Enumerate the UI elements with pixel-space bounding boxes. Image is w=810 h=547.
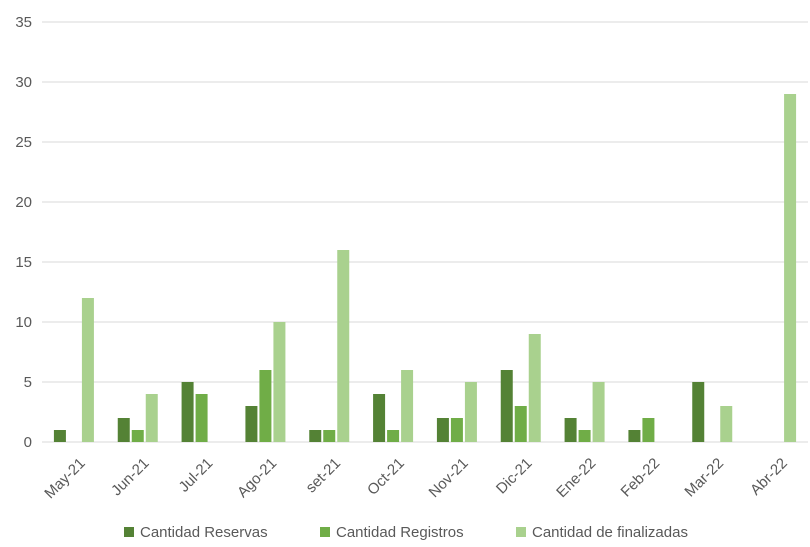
x-tick-label: Jun-21 — [108, 455, 152, 499]
bar — [181, 382, 194, 442]
bar — [387, 430, 400, 442]
bar — [373, 394, 386, 442]
bar — [528, 334, 541, 442]
y-tick-label: 5 — [24, 374, 32, 391]
x-tick-label: Ene-22 — [553, 455, 599, 501]
x-tick-label: Dic-21 — [493, 455, 536, 498]
legend-swatch — [516, 527, 526, 537]
legend-label: Cantidad Registros — [336, 524, 464, 541]
bar — [323, 430, 336, 442]
bar — [81, 298, 94, 442]
bar — [564, 418, 577, 442]
bar — [500, 370, 513, 442]
bar — [464, 382, 477, 442]
y-tick-label: 15 — [15, 254, 32, 271]
x-tick-label: set-21 — [303, 455, 345, 497]
bar — [401, 370, 414, 442]
y-tick-label: 10 — [15, 314, 32, 331]
bar — [273, 322, 286, 442]
y-axis-ticks: 0 5 10 15 20 25 30 35 — [15, 14, 32, 451]
x-tick-label: Oct-21 — [364, 455, 408, 499]
gridlines — [42, 21, 808, 443]
y-tick-label: 20 — [15, 194, 32, 211]
y-tick-label: 30 — [15, 74, 32, 91]
bar — [195, 394, 208, 442]
bar — [53, 430, 66, 442]
bar — [309, 430, 322, 442]
legend-swatch — [320, 527, 330, 537]
bar — [131, 430, 144, 442]
bar — [578, 430, 591, 442]
bar — [692, 382, 705, 442]
bar — [450, 418, 463, 442]
bar — [592, 382, 605, 442]
bars — [53, 94, 797, 442]
bar — [628, 430, 641, 442]
y-tick-label: 0 — [24, 434, 32, 451]
x-tick-label: Ago-21 — [234, 455, 280, 501]
bar — [337, 250, 350, 442]
x-tick-label: May-21 — [41, 455, 88, 502]
bar — [436, 418, 449, 442]
legend-label: Cantidad Reservas — [140, 524, 268, 541]
x-tick-label: Nov-21 — [426, 455, 472, 501]
x-axis-ticks: May-21 Jun-21 Jul-21 Ago-21 set-21 Oct-21 Nov-… — [41, 455, 791, 502]
bar — [720, 406, 733, 442]
y-tick-label: 25 — [15, 134, 32, 151]
legend: Cantidad Reservas Cantidad Registros Canti… — [124, 524, 688, 541]
bar — [245, 406, 258, 442]
x-tick-label: Jul-21 — [175, 455, 216, 496]
bar — [117, 418, 130, 442]
legend-label: Cantidad de finalizadas — [532, 524, 688, 541]
x-tick-label: Abr-22 — [747, 455, 791, 499]
bar — [259, 370, 272, 442]
legend-swatch — [124, 527, 134, 537]
y-tick-label: 35 — [15, 14, 32, 31]
bar — [784, 94, 797, 442]
bar — [145, 394, 158, 442]
x-tick-label: Feb-22 — [618, 455, 664, 501]
bar — [642, 418, 655, 442]
x-tick-label: Mar-22 — [681, 455, 727, 501]
bar — [514, 406, 527, 442]
